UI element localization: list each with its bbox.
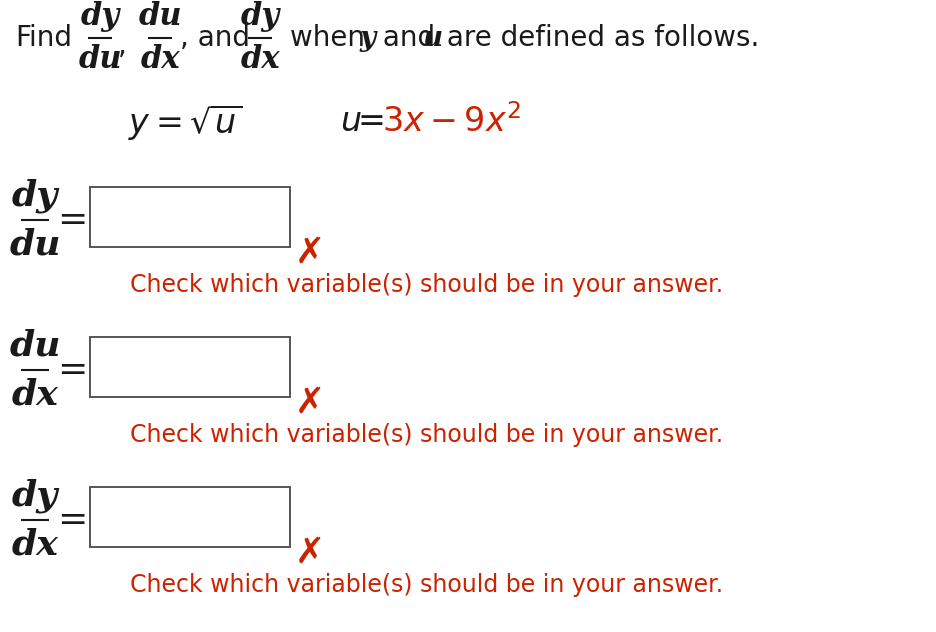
Text: du: du [139, 1, 182, 32]
Text: dy: dy [12, 178, 58, 213]
Text: Check which variable(s) should be in your answer.: Check which variable(s) should be in you… [130, 423, 724, 447]
Text: dx: dx [11, 377, 58, 411]
Text: are defined as follows.: are defined as follows. [438, 24, 759, 52]
Text: $3x - 9x^2$: $3x - 9x^2$ [382, 105, 521, 140]
Text: ✗: ✗ [295, 386, 325, 420]
Text: , and: , and [180, 24, 250, 52]
Text: dy: dy [241, 1, 280, 32]
Text: u: u [422, 25, 442, 51]
Text: du: du [9, 329, 61, 363]
Text: $y = \sqrt{u}$: $y = \sqrt{u}$ [128, 102, 242, 142]
Text: ✗: ✗ [295, 236, 325, 270]
Text: =: = [57, 203, 87, 237]
Text: ,: , [118, 32, 127, 60]
Bar [90, 337, 290, 397]
Text: Check which variable(s) should be in your answer.: Check which variable(s) should be in you… [130, 273, 724, 297]
Text: =: = [57, 503, 87, 537]
Text: =: = [358, 106, 397, 138]
Text: and: and [374, 24, 444, 52]
Text: dx: dx [241, 44, 280, 75]
Text: when: when [290, 24, 373, 52]
Text: du: du [79, 44, 122, 75]
Text: dy: dy [12, 478, 58, 513]
Text: ✗: ✗ [295, 536, 325, 570]
Text: y: y [360, 25, 376, 51]
Text: dy: dy [80, 1, 120, 32]
Text: du: du [9, 227, 61, 261]
Bar [90, 187, 290, 247]
Text: dx: dx [11, 527, 58, 561]
Text: Find: Find [15, 24, 72, 52]
Bar [90, 487, 290, 547]
Text: dx: dx [140, 44, 180, 75]
Text: $u$: $u$ [340, 106, 361, 138]
Text: Check which variable(s) should be in your answer.: Check which variable(s) should be in you… [130, 573, 724, 597]
Text: =: = [57, 353, 87, 387]
